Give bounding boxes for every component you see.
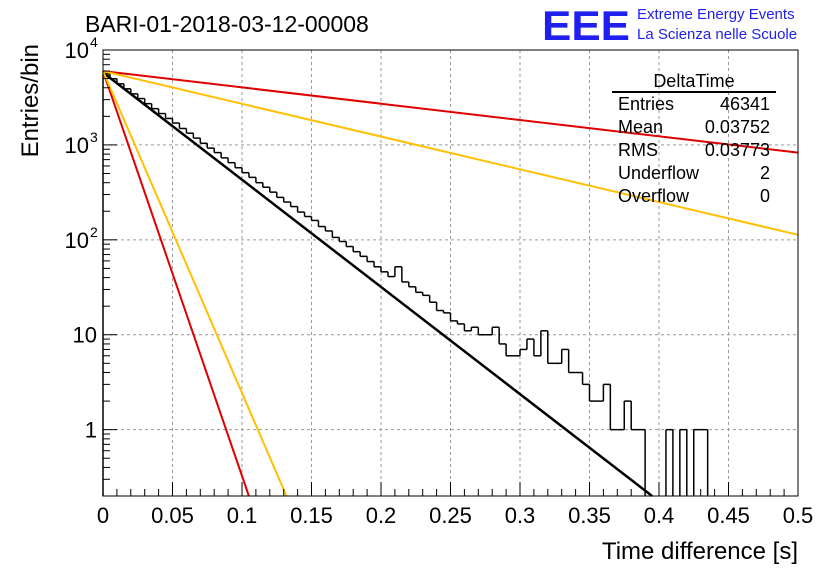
x-tick-label: 0.3 [505, 503, 536, 528]
x-tick-label: 0.05 [151, 503, 194, 528]
fit-lines-layer [102, 70, 799, 497]
axis-ticks [102, 49, 799, 497]
tick-labels: 0 0.05 0.1 0.15 0.2 0.25 0.3 0.35 0.4 0.45 0.5 1 10 1… [65, 34, 814, 528]
x-tick-label: 0.4 [644, 503, 675, 528]
stats-value: 0.03773 [705, 140, 770, 160]
stats-row: Entries 46341 [618, 94, 770, 114]
stats-box: DeltaTime Entries 46341 Mean 0.03752 RMS… [612, 71, 776, 206]
stats-row: Underflow 2 [618, 163, 770, 183]
y-tick-label: 1 [85, 418, 97, 443]
red-line-series [102, 70, 250, 497]
stats-label: Entries [618, 94, 674, 114]
x-tick-label: 0.35 [568, 503, 611, 528]
yellow-line-series [102, 70, 799, 236]
stats-label: Overflow [618, 186, 690, 206]
y-tick-label: 10 [65, 228, 89, 253]
x-tick-label: 0.25 [429, 503, 472, 528]
x-tick-label: 0 [97, 503, 109, 528]
stats-value: 0 [760, 186, 770, 206]
x-axis-title: Time difference [s] [602, 538, 798, 565]
y-tick-exponent: 3 [90, 129, 98, 145]
stats-label: RMS [618, 140, 658, 160]
grid-lines [103, 50, 798, 496]
x-tick-label: 0.2 [366, 503, 397, 528]
red-line-series [102, 70, 799, 154]
stats-label: Mean [618, 117, 663, 137]
y-axis-title: Entries/bin [17, 44, 44, 157]
yellow-line-series [102, 70, 288, 497]
eee-logo: EEE Extreme Energy Events La Scienza nel… [542, 2, 797, 49]
x-tick-label: 0.1 [227, 503, 258, 528]
histogram-layer [102, 73, 709, 496]
x-tick-label: 0.5 [783, 503, 814, 528]
chart-title: BARI-01-2018-03-12-00008 [85, 11, 369, 37]
stats-value: 0.03752 [705, 117, 770, 137]
y-tick-exponent: 4 [90, 34, 98, 50]
y-tick-label: 10 [65, 133, 89, 158]
stats-value: 2 [760, 163, 770, 183]
stats-row: Mean 0.03752 [618, 117, 770, 137]
stats-row: Overflow 0 [618, 186, 770, 206]
stats-value: 46341 [720, 94, 770, 114]
black-line-series [102, 71, 653, 497]
eee-logo-line-2: La Scienza nelle Scuole [637, 26, 797, 43]
x-tick-label: 0.45 [707, 503, 750, 528]
eee-logo-text: EEE [542, 2, 630, 49]
stats-label: Underflow [618, 163, 700, 183]
stats-title: DeltaTime [653, 71, 734, 91]
y-tick-label: 10 [65, 38, 89, 63]
y-tick-label: 10 [73, 323, 97, 348]
eee-logo-line-1: Extreme Energy Events [637, 6, 795, 23]
y-tick-exponent: 2 [90, 224, 98, 240]
stats-row: RMS 0.03773 [618, 140, 770, 160]
x-tick-label: 0.15 [290, 503, 333, 528]
